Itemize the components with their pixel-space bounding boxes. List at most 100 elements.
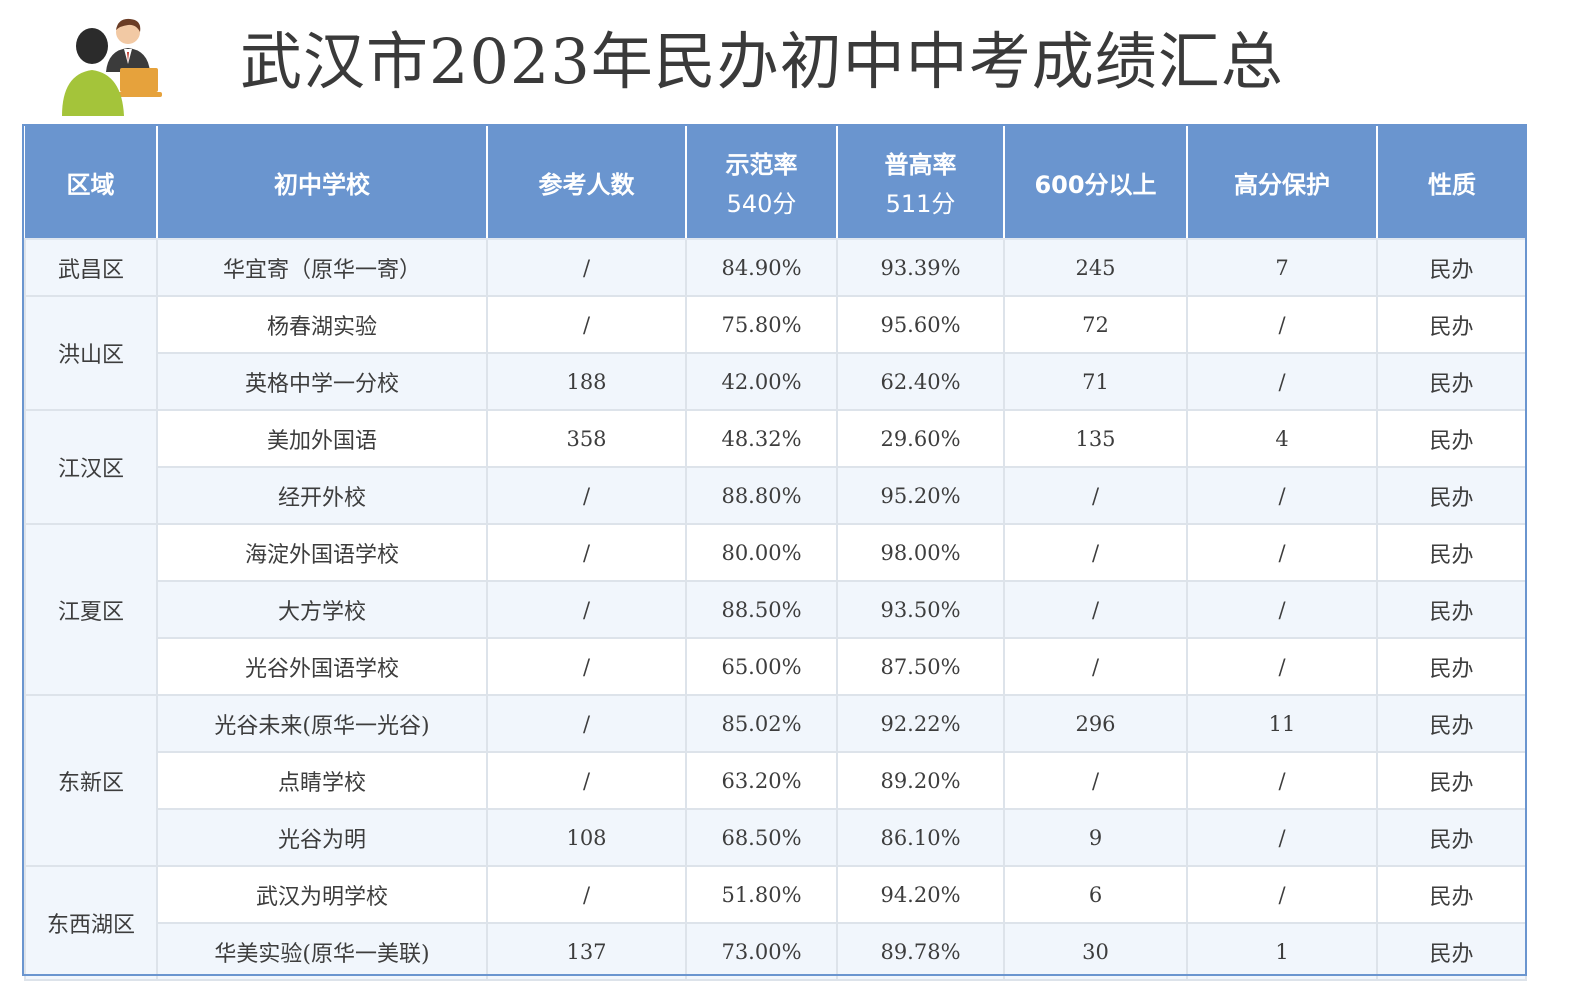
cell-district: 洪山区: [24, 295, 158, 411]
scores-table: 区域 初中学校 参考人数 示范率 540分 普高率 511分 600分以上 高分保护…: [24, 126, 1527, 981]
cell-type: 民办: [1376, 238, 1527, 297]
table-row: 大方学校/88.50% 93.50% / / 民办: [25, 580, 1527, 639]
cell-high-score-protect: /: [1186, 523, 1378, 582]
cell-demo-rate: 68.50%: [685, 808, 838, 867]
cell-above-600: 296: [1003, 694, 1188, 753]
cell-general-rate: 94.20%: [836, 865, 1005, 924]
cell-high-score-protect: 4: [1186, 409, 1378, 468]
cell-above-600: 245: [1003, 238, 1188, 297]
column-header-participants: 参考人数: [486, 126, 687, 240]
cell-demo-rate: 65.00%: [685, 637, 838, 696]
cell-participants: /: [486, 238, 687, 297]
cell-type: 民办: [1376, 409, 1527, 468]
cell-district: 东新区: [24, 694, 158, 867]
cell-participants: /: [486, 751, 687, 810]
cell-demo-rate: 42.00%: [685, 352, 838, 411]
cell-high-score-protect: /: [1186, 352, 1378, 411]
column-header-high-score-protect: 高分保护: [1186, 126, 1378, 240]
cell-participants: /: [486, 865, 687, 924]
cell-general-rate: 95.20%: [836, 466, 1005, 525]
cell-high-score-protect: /: [1186, 751, 1378, 810]
cell-general-rate: 93.39%: [836, 238, 1005, 297]
cell-school: 光谷未来(原华一光谷): [156, 694, 488, 753]
cell-participants: /: [486, 580, 687, 639]
cell-demo-rate: 80.00%: [685, 523, 838, 582]
cell-type: 民办: [1376, 466, 1527, 525]
cell-general-rate: 29.60%: [836, 409, 1005, 468]
cell-above-600: /: [1003, 751, 1188, 810]
cell-high-score-protect: /: [1186, 295, 1378, 354]
column-header-demo-rate: 示范率 540分: [685, 126, 838, 240]
cell-participants: /: [486, 466, 687, 525]
column-header-type: 性质: [1376, 126, 1526, 240]
cell-participants: /: [486, 295, 687, 354]
cell-school: 武汉为明学校: [156, 865, 488, 924]
table-header-row: 区域 初中学校 参考人数 示范率 540分 普高率 511分 600分以上 高分保护…: [25, 126, 1526, 240]
cell-demo-rate: 84.90%: [685, 238, 838, 297]
table-body: 武昌区 华宜寄（原华一寄）/84.90% 93.39% 245 7 民办 洪山区 杨春湖实验 /…: [24, 238, 1527, 981]
cell-high-score-protect: /: [1186, 637, 1378, 696]
column-header-school: 初中学校: [156, 126, 488, 240]
cell-demo-rate: 51.80%: [685, 865, 838, 924]
column-header-district: 区域: [25, 126, 158, 240]
cell-general-rate: 62.40%: [836, 352, 1005, 411]
cell-demo-rate: 88.50%: [685, 580, 838, 639]
cell-above-600: 9: [1003, 808, 1188, 867]
cell-high-score-protect: 7: [1186, 238, 1378, 297]
cell-general-rate: 95.60%: [836, 295, 1005, 354]
cell-above-600: 71: [1003, 352, 1188, 411]
table-row: 东西湖区 武汉为明学校/51.80% 94.20% 6/民办: [24, 865, 1527, 981]
cell-school: 经开外校: [156, 466, 488, 525]
cell-type: 民办: [1376, 523, 1527, 582]
cell-type: 民办: [1376, 580, 1527, 639]
cell-above-600: /: [1003, 523, 1188, 582]
cell-demo-rate: 85.02%: [685, 694, 838, 753]
cell-school: 美加外国语: [156, 409, 488, 468]
table-row: 华美实验(原华一美联) 137 73.00% 89.78% 30 1 民办: [25, 922, 1527, 981]
cell-participants: 188: [486, 352, 687, 411]
cell-type: 民办: [1376, 922, 1527, 981]
cell-school: 光谷外国语学校: [156, 637, 488, 696]
cell-district: 江夏区: [24, 523, 158, 696]
page-header: 武汉市2023年民办初中中考成绩汇总: [0, 0, 1587, 125]
cell-district: 江汉区: [24, 409, 158, 525]
cell-school: 海淀外国语学校: [156, 523, 488, 582]
cell-general-rate: 87.50%: [836, 637, 1005, 696]
cell-participants: /: [486, 694, 687, 753]
cell-high-score-protect: /: [1186, 808, 1378, 867]
cell-high-score-protect: 11: [1186, 694, 1378, 753]
cell-general-rate: 92.22%: [836, 694, 1005, 753]
cell-demo-rate: 88.80%: [685, 466, 838, 525]
cell-school: 点睛学校: [156, 751, 488, 810]
cell-above-600: 135: [1003, 409, 1188, 468]
cell-type: 民办: [1376, 808, 1527, 867]
cell-general-rate: 89.20%: [836, 751, 1005, 810]
table-row: 点睛学校/63.20% 89.20% / / 民办: [25, 751, 1527, 810]
cell-school: 华美实验(原华一美联): [156, 922, 488, 981]
people-with-laptop-icon: [60, 16, 170, 116]
table-row: 光谷外国语学校/65.00% 87.50% / / 民办: [25, 637, 1527, 696]
column-header-above-600: 600分以上: [1003, 126, 1188, 240]
cell-participants: 108: [486, 808, 687, 867]
table-row: 光谷为明 108 68.50% 86.10% 9/民办: [25, 808, 1527, 867]
cell-above-600: /: [1003, 580, 1188, 639]
column-header-general-rate: 普高率 511分: [836, 126, 1005, 240]
cell-participants: /: [486, 523, 687, 582]
table-row: 洪山区 杨春湖实验/75.80% 95.60% 72/民办: [24, 295, 1527, 411]
cell-type: 民办: [1376, 637, 1527, 696]
cell-type: 民办: [1376, 865, 1527, 924]
cell-participants: 358: [486, 409, 687, 468]
table-row: 英格中学一分校 188 42.00% 62.40% 71/民办: [25, 352, 1527, 411]
cell-high-score-protect: /: [1186, 865, 1378, 924]
cell-type: 民办: [1376, 295, 1527, 354]
table-row: 东新区 光谷未来(原华一光谷)/85.02% 92.22% 296 11 民办: [24, 694, 1527, 867]
cell-above-600: 30: [1003, 922, 1188, 981]
table-row: 江汉区 美加外国语 358 48.32% 29.60% 135 4 民办: [24, 409, 1527, 525]
cell-demo-rate: 73.00%: [685, 922, 838, 981]
page-title: 武汉市2023年民办初中中考成绩汇总: [240, 25, 1284, 98]
cell-above-600: /: [1003, 466, 1188, 525]
cell-high-score-protect: 1: [1186, 922, 1378, 981]
cell-type: 民办: [1376, 352, 1527, 411]
table-row: 武昌区 华宜寄（原华一寄）/84.90% 93.39% 245 7 民办: [24, 238, 1527, 297]
cell-demo-rate: 48.32%: [685, 409, 838, 468]
